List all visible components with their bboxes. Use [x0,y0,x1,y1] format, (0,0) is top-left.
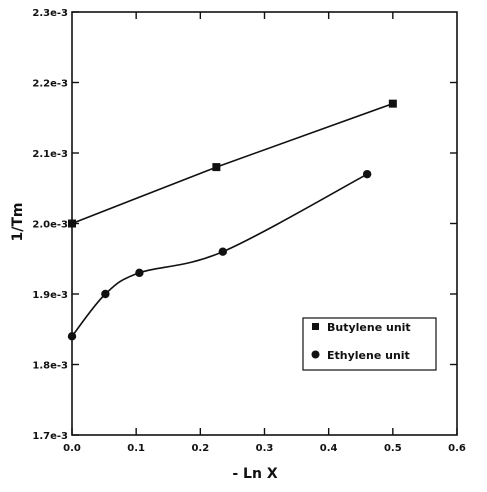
y-tick-label: 2.0e-3 [32,220,68,231]
series-curves [71,102,394,337]
legend-label-ethylene: Ethylene unit [327,349,410,362]
axis-ticks: 0.0 0.1 0.2 0.3 0.4 0.5 0.6 1.7e-3 1.8e-3 1.9e-3 2… [32,8,466,454]
ethylene-point [218,247,227,256]
legend-label-butylene: Butylene unit [327,321,411,334]
y-tick-label: 1.7e-3 [32,431,68,442]
y-tick-label: 1.9e-3 [32,290,68,301]
x-tick-label: 0.6 [448,443,466,454]
x-tick-label: 0.3 [256,443,274,454]
x-axis-title: - Ln X [232,466,277,482]
legend-square-marker [312,323,319,330]
x-tick-label: 0.4 [320,443,338,454]
y-tick-label: 1.8e-3 [32,361,68,372]
ethylene-point [135,268,144,278]
x-tick-label: 0.2 [191,443,209,454]
y-tick-label: 2.2e-3 [32,79,68,90]
butylene-point [68,219,76,228]
ethylene-point [101,289,110,299]
plot-frame [71,11,458,436]
x-tick-label: 0.1 [127,443,145,454]
legend: Butylene unit Ethylene unit [302,317,437,371]
x-tick-label: 0.5 [384,443,402,454]
y-axis-title: 1/Tm [10,203,26,242]
legend-box [302,317,437,371]
series-markers [67,99,397,341]
y-tick-label: 2.1e-3 [32,149,68,160]
butylene-point [388,99,397,108]
ethylene-point [67,332,77,341]
butylene-point [212,163,221,172]
ethylene-point [362,169,372,179]
legend-circle-marker [311,350,320,359]
x-tick-label: 0.0 [63,443,81,454]
ethylene-curve [71,173,368,337]
butylene-line [71,102,394,225]
y-tick-label: 2.3e-3 [32,8,68,19]
